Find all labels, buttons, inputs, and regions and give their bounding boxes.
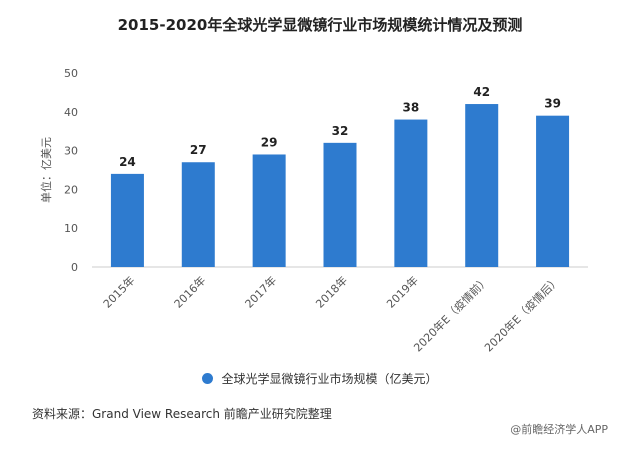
y-tick-label: 50	[64, 67, 78, 80]
data-label: 38	[403, 101, 420, 115]
x-tick-label: 2018年	[313, 273, 350, 310]
data-label: 32	[332, 124, 349, 138]
y-tick-label: 30	[64, 145, 78, 158]
data-label: 29	[261, 135, 278, 149]
data-label: 24	[119, 155, 136, 169]
x-tick-label: 2020年E（疫情后）	[481, 273, 562, 354]
bar	[394, 119, 428, 267]
bar	[110, 173, 144, 267]
y-tick-label: 40	[64, 106, 78, 119]
source-note: 资料来源：Grand View Research 前瞻产业研究院整理	[32, 407, 332, 421]
legend-label: 全球光学显微镜行业市场规模（亿美元）	[221, 372, 438, 386]
x-tick-label: 2020年E（疫情前）	[411, 273, 492, 354]
x-tick-label: 2016年	[171, 273, 208, 310]
data-label: 42	[473, 85, 490, 99]
chart-title: 2015-2020年全球光学显微镜行业市场规模统计情况及预测	[117, 16, 523, 34]
y-axis-title: 单位：亿美元	[39, 137, 53, 203]
brand-credit: @前瞻经济学人APP	[510, 423, 608, 436]
y-tick-label: 20	[64, 183, 78, 196]
x-tick-label: 2017年	[242, 273, 279, 310]
bar	[465, 104, 499, 267]
bar	[252, 154, 286, 267]
x-tick-label: 2015年	[100, 273, 137, 310]
bar	[323, 142, 357, 267]
x-tick-label: 2019年	[384, 273, 421, 310]
legend-marker	[202, 373, 214, 384]
y-tick-label: 10	[64, 222, 78, 235]
bar	[536, 115, 570, 268]
y-tick-label: 0	[71, 261, 78, 274]
data-label: 27	[190, 143, 207, 157]
data-label: 39	[544, 97, 561, 111]
bar	[181, 162, 215, 267]
legend: 全球光学显微镜行业市场规模（亿美元）	[0, 370, 640, 387]
